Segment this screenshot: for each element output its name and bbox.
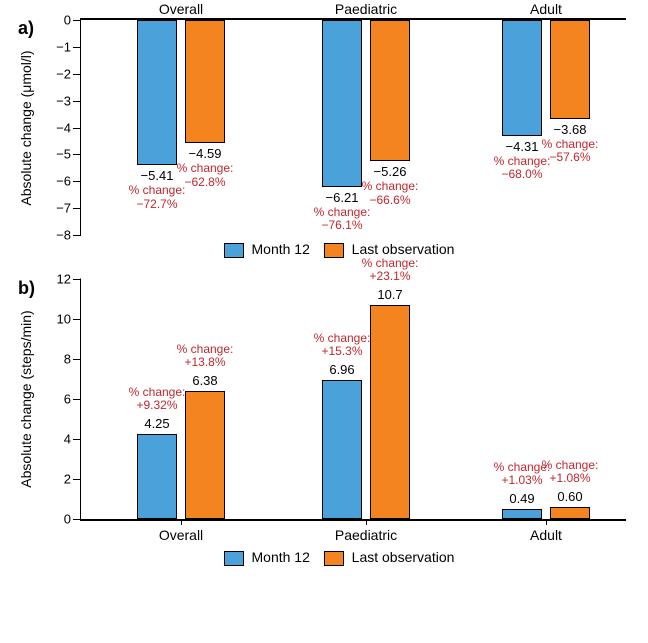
panel-a: a) Absolute change (μmol/l) 0−1−2−3−4−5−… xyxy=(10,18,648,258)
bar-month12 xyxy=(322,20,362,187)
legend-b: Month 12 Last observation xyxy=(10,549,648,566)
value-label: 0.60 xyxy=(557,489,582,504)
panel-a-label: a) xyxy=(18,18,34,39)
value-label: 0.49 xyxy=(509,491,534,506)
panel-b-label: b) xyxy=(18,278,35,299)
chart-b-area: Absolute change (steps/min) 024681012Ove… xyxy=(80,278,626,521)
value-label: −6.21 xyxy=(326,190,359,205)
group-label: Paediatric xyxy=(335,527,397,543)
legend-label-month12: Month 12 xyxy=(252,549,310,565)
y-tick-label: 0 xyxy=(46,511,71,526)
value-label: 4.25 xyxy=(144,416,169,431)
legend-label-month12: Month 12 xyxy=(252,241,310,257)
legend-swatch-month12 xyxy=(224,551,244,566)
bar-lastObs xyxy=(370,20,410,161)
legend-swatch-month12 xyxy=(224,243,244,258)
value-label: 6.38 xyxy=(192,373,217,388)
chart-a-ylabel: Absolute change (μmol/l) xyxy=(18,50,34,205)
bar-month12 xyxy=(502,20,542,136)
legend-label-lastobs: Last observation xyxy=(352,549,455,565)
bar-month12 xyxy=(137,20,177,165)
group-label: Paediatric xyxy=(335,1,397,17)
value-label: −4.31 xyxy=(506,139,539,154)
y-tick-label: 4 xyxy=(46,431,71,446)
bar-lastObs xyxy=(550,507,590,519)
y-tick-label: 6 xyxy=(46,391,71,406)
bar-lastObs xyxy=(370,305,410,519)
value-label: 6.96 xyxy=(329,362,354,377)
legend-swatch-lastobs xyxy=(324,551,344,566)
y-tick-label: 0 xyxy=(46,13,71,28)
value-label: −5.41 xyxy=(141,168,174,183)
pct-label: % change:+15.3% xyxy=(314,332,371,358)
bar-lastObs xyxy=(185,391,225,519)
pct-label: % change:+1.08% xyxy=(542,459,599,485)
pct-label: % change:−62.8% xyxy=(177,162,234,188)
bar-lastObs xyxy=(185,20,225,143)
bar-lastObs xyxy=(550,20,590,119)
value-label: −3.68 xyxy=(554,122,587,137)
legend-label-lastobs: Last observation xyxy=(352,241,455,257)
pct-label: % change:+13.8% xyxy=(177,343,234,369)
y-tick-label: −8 xyxy=(46,228,71,243)
value-label: −5.26 xyxy=(374,164,407,179)
chart-b-ylabel: Absolute change (steps/min) xyxy=(18,310,34,487)
y-tick-label: 8 xyxy=(46,351,71,366)
y-tick-label: −4 xyxy=(46,120,71,135)
y-tick-label: −3 xyxy=(46,93,71,108)
value-label: 10.7 xyxy=(377,287,402,302)
bar-month12 xyxy=(137,434,177,519)
legend-a: Month 12 Last observation xyxy=(10,241,648,258)
group-label: Overall xyxy=(159,1,203,17)
group-label: Overall xyxy=(159,527,203,543)
pct-label: % change:−76.1% xyxy=(314,206,371,232)
y-tick-label: −5 xyxy=(46,147,71,162)
value-label: −4.59 xyxy=(189,146,222,161)
group-label: Adult xyxy=(530,1,562,17)
y-tick-label: −6 xyxy=(46,174,71,189)
y-tick-label: −7 xyxy=(46,201,71,216)
pct-label: % change:−57.6% xyxy=(542,138,599,164)
chart-a-area: Absolute change (μmol/l) 0−1−2−3−4−5−6−7… xyxy=(80,18,626,235)
bar-month12 xyxy=(502,509,542,519)
group-label: Adult xyxy=(530,527,562,543)
y-tick-label: −2 xyxy=(46,66,71,81)
pct-label: % change:+9.32% xyxy=(129,386,186,412)
pct-label: % change:+23.1% xyxy=(362,257,419,283)
y-tick-label: 12 xyxy=(46,271,71,286)
y-tick-label: 10 xyxy=(46,311,71,326)
pct-label: % change:−66.6% xyxy=(362,180,419,206)
legend-swatch-lastobs xyxy=(324,243,344,258)
y-tick-label: −1 xyxy=(46,39,71,54)
bar-month12 xyxy=(322,380,362,519)
y-tick-label: 2 xyxy=(46,471,71,486)
panel-b: b) Absolute change (steps/min) 024681012… xyxy=(10,278,648,566)
